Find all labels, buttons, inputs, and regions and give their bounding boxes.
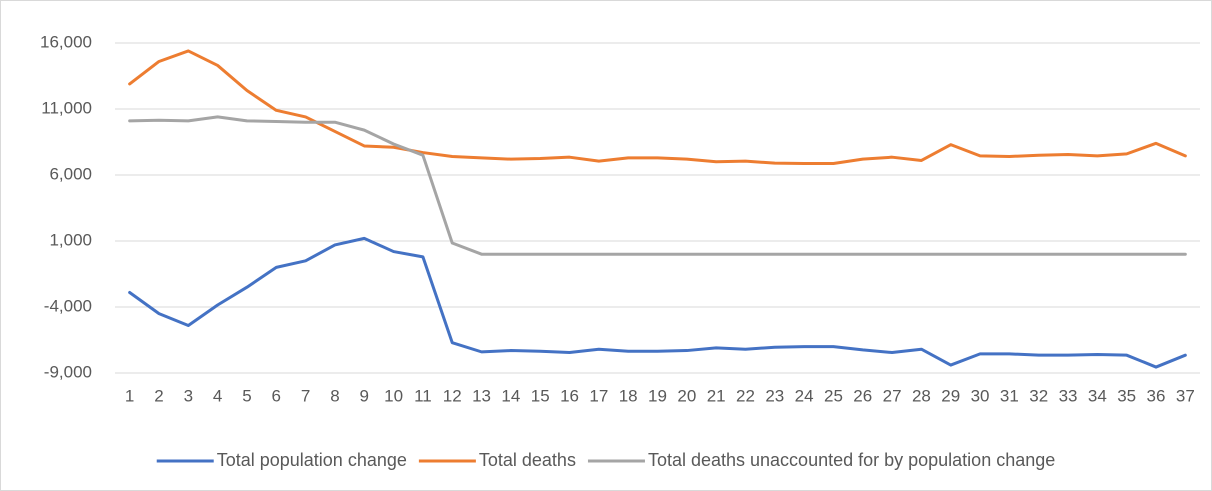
x-tick-label: 31 bbox=[1000, 386, 1019, 405]
x-tick-label: 36 bbox=[1147, 386, 1166, 405]
x-tick-label: 9 bbox=[360, 386, 369, 405]
x-tick-label: 27 bbox=[883, 386, 902, 405]
x-tick-label: 20 bbox=[677, 386, 696, 405]
x-tick-label: 3 bbox=[184, 386, 193, 405]
x-tick-label: 30 bbox=[971, 386, 990, 405]
x-tick-label: 22 bbox=[736, 386, 755, 405]
x-tick-label: 16 bbox=[560, 386, 579, 405]
y-tick-label: -4,000 bbox=[44, 296, 92, 315]
y-tick-label: 1,000 bbox=[49, 230, 92, 249]
x-tick-label: 37 bbox=[1176, 386, 1195, 405]
y-tick-label: -9,000 bbox=[44, 362, 92, 381]
series-line bbox=[128, 49, 1187, 166]
x-tick-label: 23 bbox=[765, 386, 784, 405]
x-tick-label: 18 bbox=[619, 386, 638, 405]
y-tick-label: 11,000 bbox=[41, 98, 92, 117]
x-tick-label: 33 bbox=[1059, 386, 1078, 405]
x-tick-label: 13 bbox=[472, 386, 491, 405]
x-tick-label: 2 bbox=[154, 386, 163, 405]
x-tick-label: 25 bbox=[824, 386, 843, 405]
x-tick-label: 28 bbox=[912, 386, 931, 405]
x-tick-label: 32 bbox=[1029, 386, 1048, 405]
x-tick-label: 29 bbox=[941, 386, 960, 405]
x-tick-label: 1 bbox=[125, 386, 134, 405]
x-tick-label: 10 bbox=[384, 386, 403, 405]
x-tick-label: 35 bbox=[1117, 386, 1136, 405]
x-tick-label: 4 bbox=[213, 386, 222, 405]
series-line bbox=[128, 115, 1187, 256]
x-tick-label: 5 bbox=[242, 386, 251, 405]
x-tick-label: 7 bbox=[301, 386, 310, 405]
legend-label: Total deaths bbox=[479, 450, 576, 470]
x-tick-label: 12 bbox=[443, 386, 462, 405]
x-tick-label: 34 bbox=[1088, 386, 1107, 405]
x-tick-label: 14 bbox=[501, 386, 520, 405]
x-tick-label: 19 bbox=[648, 386, 667, 405]
y-tick-label: 6,000 bbox=[49, 164, 92, 183]
x-tick-label: 8 bbox=[330, 386, 339, 405]
x-tick-label: 11 bbox=[414, 386, 432, 405]
series-line bbox=[128, 236, 1187, 369]
x-tick-label: 24 bbox=[795, 386, 814, 405]
y-tick-label: 16,000 bbox=[40, 32, 92, 51]
x-tick-label: 15 bbox=[531, 386, 550, 405]
x-tick-label: 21 bbox=[707, 386, 726, 405]
x-tick-label: 17 bbox=[589, 386, 608, 405]
x-tick-label: 26 bbox=[853, 386, 872, 405]
x-tick-label: 6 bbox=[272, 386, 281, 405]
legend-label: Total deaths unaccounted for by populati… bbox=[648, 450, 1055, 470]
legend-label: Total population change bbox=[217, 450, 407, 470]
